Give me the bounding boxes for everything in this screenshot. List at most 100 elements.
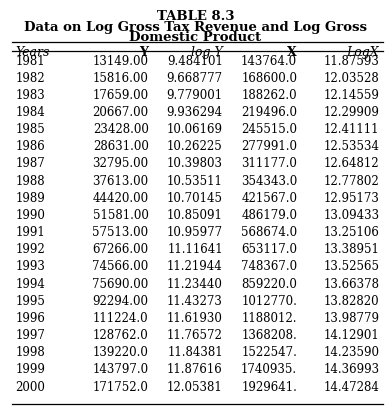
Text: 23428.00: 23428.00	[93, 123, 149, 136]
Text: 11.61930: 11.61930	[167, 312, 223, 325]
Text: 12.53534: 12.53534	[323, 140, 379, 153]
Text: 245515.0: 245515.0	[241, 123, 297, 136]
Text: 13.66378: 13.66378	[323, 278, 379, 291]
Text: Years: Years	[16, 46, 50, 59]
Text: 1989: 1989	[16, 192, 45, 205]
Text: 111224.0: 111224.0	[93, 312, 149, 325]
Text: 11.43273: 11.43273	[167, 295, 223, 308]
Text: 37613.00: 37613.00	[92, 175, 149, 188]
Text: 1997: 1997	[16, 329, 45, 342]
Text: 1992: 1992	[16, 243, 45, 256]
Text: Domestic Product: Domestic Product	[129, 31, 262, 43]
Text: 188262.0: 188262.0	[242, 89, 297, 102]
Text: 1522547.: 1522547.	[241, 346, 297, 359]
Text: 10.85091: 10.85091	[167, 209, 223, 222]
Text: 1985: 1985	[16, 123, 45, 136]
Text: 14.36993: 14.36993	[323, 363, 379, 376]
Text: 28631.00: 28631.00	[93, 140, 149, 153]
Text: 277991.0: 277991.0	[241, 140, 297, 153]
Text: TABLE 8.3: TABLE 8.3	[157, 10, 234, 23]
Text: 143797.0: 143797.0	[92, 363, 149, 376]
Text: 10.26225: 10.26225	[167, 140, 223, 153]
Text: 354343.0: 354343.0	[241, 175, 297, 188]
Text: 12.77802: 12.77802	[323, 175, 379, 188]
Text: 421567.0: 421567.0	[241, 192, 297, 205]
Text: 486179.0: 486179.0	[241, 209, 297, 222]
Text: 11.87616: 11.87616	[167, 363, 223, 376]
Text: 1929641.: 1929641.	[241, 380, 297, 394]
Text: 12.64812: 12.64812	[324, 157, 379, 171]
Text: 14.47284: 14.47284	[323, 380, 379, 394]
Text: 51581.00: 51581.00	[93, 209, 149, 222]
Text: 74566.00: 74566.00	[92, 261, 149, 273]
Text: 13.25106: 13.25106	[323, 226, 379, 239]
Text: 13.52565: 13.52565	[323, 261, 379, 273]
Text: Y: Y	[140, 46, 149, 59]
Text: 568674.0: 568674.0	[241, 226, 297, 239]
Text: 10.95977: 10.95977	[167, 226, 223, 239]
Text: 2000: 2000	[16, 380, 45, 394]
Text: 1012770.: 1012770.	[241, 295, 297, 308]
Text: 1995: 1995	[16, 295, 45, 308]
Text: 12.05381: 12.05381	[167, 380, 223, 394]
Text: 1991: 1991	[16, 226, 45, 239]
Text: 1990: 1990	[16, 209, 45, 222]
Text: 1984: 1984	[16, 106, 45, 119]
Text: 11.87593: 11.87593	[323, 55, 379, 67]
Text: 1983: 1983	[16, 89, 45, 102]
Text: 10.70145: 10.70145	[167, 192, 223, 205]
Text: Data on Log Gross Tax Revenue and Log Gross: Data on Log Gross Tax Revenue and Log Gr…	[24, 21, 367, 33]
Text: 219496.0: 219496.0	[241, 106, 297, 119]
Text: 12.03528: 12.03528	[323, 72, 379, 85]
Text: 1368208.: 1368208.	[241, 329, 297, 342]
Text: 11.76572: 11.76572	[167, 329, 223, 342]
Text: 859220.0: 859220.0	[241, 278, 297, 291]
Text: 17659.00: 17659.00	[92, 89, 149, 102]
Text: 13.98779: 13.98779	[323, 312, 379, 325]
Text: 1982: 1982	[16, 72, 45, 85]
Text: 748367.0: 748367.0	[241, 261, 297, 273]
Text: 128762.0: 128762.0	[93, 329, 149, 342]
Text: 1999: 1999	[16, 363, 45, 376]
Text: 13.38951: 13.38951	[323, 243, 379, 256]
Text: 11.84381: 11.84381	[167, 346, 223, 359]
Text: 75690.00: 75690.00	[92, 278, 149, 291]
Text: 1986: 1986	[16, 140, 45, 153]
Text: 9.936294: 9.936294	[167, 106, 223, 119]
Text: 13149.00: 13149.00	[93, 55, 149, 67]
Text: 9.779001: 9.779001	[167, 89, 223, 102]
Text: 9.668777: 9.668777	[167, 72, 223, 85]
Text: 10.53511: 10.53511	[167, 175, 223, 188]
Text: 1994: 1994	[16, 278, 45, 291]
Text: 1740935.: 1740935.	[241, 363, 297, 376]
Text: 143764.0: 143764.0	[241, 55, 297, 67]
Text: 12.14559: 12.14559	[323, 89, 379, 102]
Text: 10.39803: 10.39803	[167, 157, 223, 171]
Text: 1987: 1987	[16, 157, 45, 171]
Text: log Y: log Y	[191, 46, 223, 59]
Text: 9.484101: 9.484101	[167, 55, 223, 67]
Text: 12.95173: 12.95173	[323, 192, 379, 205]
Text: 13.09433: 13.09433	[323, 209, 379, 222]
Text: 1998: 1998	[16, 346, 45, 359]
Text: 311177.0: 311177.0	[241, 157, 297, 171]
Text: 1996: 1996	[16, 312, 45, 325]
Text: 11.23440: 11.23440	[167, 278, 223, 291]
Text: 44420.00: 44420.00	[92, 192, 149, 205]
Text: 13.82820: 13.82820	[324, 295, 379, 308]
Text: 67266.00: 67266.00	[92, 243, 149, 256]
Text: 11.21944: 11.21944	[167, 261, 223, 273]
Text: LogX: LogX	[347, 46, 379, 59]
Text: 10.06169: 10.06169	[167, 123, 223, 136]
Text: 20667.00: 20667.00	[92, 106, 149, 119]
Text: 92294.00: 92294.00	[93, 295, 149, 308]
Text: 12.29909: 12.29909	[323, 106, 379, 119]
Text: X: X	[287, 46, 297, 59]
Text: 32795.00: 32795.00	[92, 157, 149, 171]
Text: 171752.0: 171752.0	[93, 380, 149, 394]
Text: 57513.00: 57513.00	[92, 226, 149, 239]
Text: 1993: 1993	[16, 261, 45, 273]
Text: 653117.0: 653117.0	[241, 243, 297, 256]
Text: 15816.00: 15816.00	[93, 72, 149, 85]
Text: 1188012.: 1188012.	[242, 312, 297, 325]
